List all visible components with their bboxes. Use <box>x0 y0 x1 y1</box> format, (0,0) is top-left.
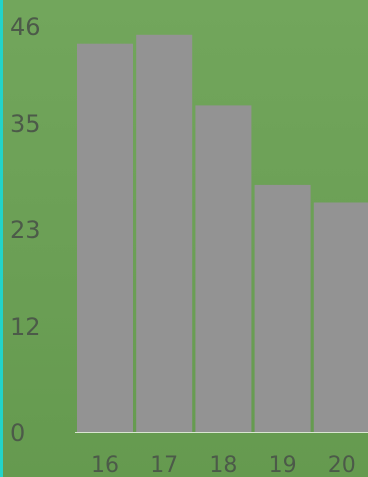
left-accent-strip <box>0 0 3 477</box>
x-tick-label: 19 <box>269 453 297 477</box>
y-tick-label: 0 <box>10 419 25 447</box>
bar-20 <box>313 202 368 432</box>
bar-19 <box>254 184 311 432</box>
y-tick-label: 46 <box>10 13 41 41</box>
y-axis: 0 12 23 35 46 <box>10 13 41 447</box>
bar-18 <box>195 105 252 433</box>
bar-16 <box>77 43 133 432</box>
y-tick-label: 35 <box>10 110 41 138</box>
y-tick-label: 23 <box>10 216 41 244</box>
x-tick-label: 18 <box>209 453 237 477</box>
y-tick-label: 12 <box>10 313 41 341</box>
x-axis: 16 17 18 19 20 <box>91 453 356 477</box>
x-tick-label: 20 <box>328 453 356 477</box>
bars-group <box>77 34 368 433</box>
x-tick-label: 17 <box>150 453 178 477</box>
bar-17 <box>136 34 193 433</box>
x-tick-label: 16 <box>91 453 119 477</box>
